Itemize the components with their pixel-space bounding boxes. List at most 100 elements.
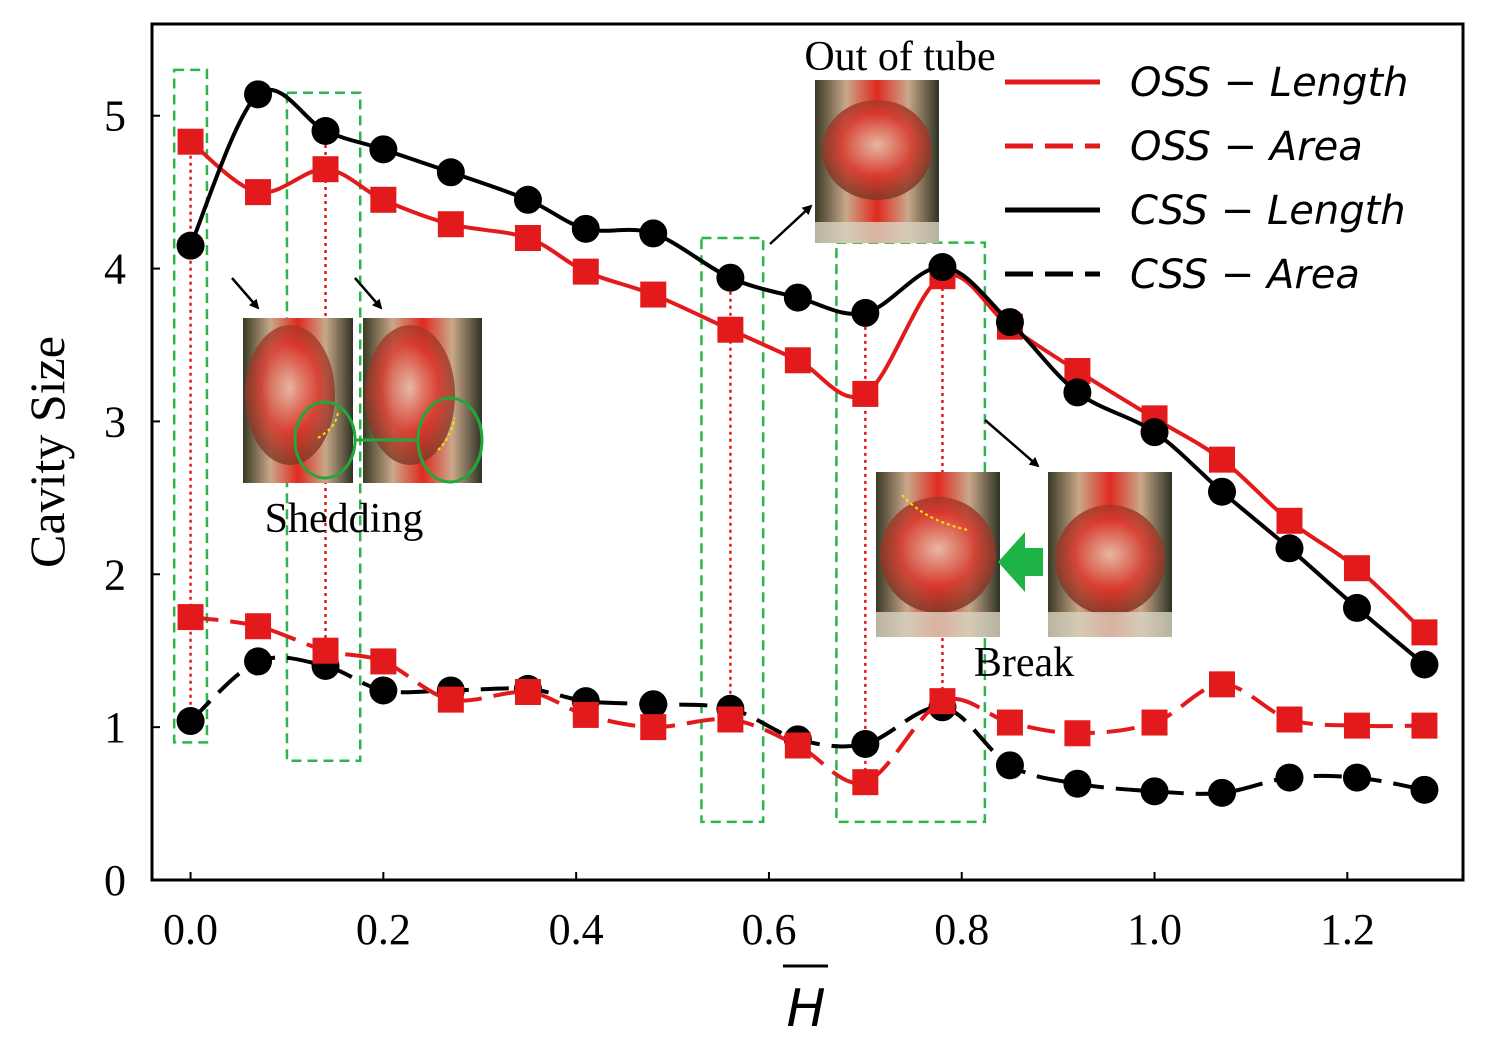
y-tick-label-0: 0 — [104, 856, 126, 905]
point-s3-13 — [1063, 769, 1092, 798]
x-tick-label-5: 1.0 — [1127, 905, 1182, 954]
point-s1-5 — [514, 678, 541, 705]
point-s0-17 — [1343, 555, 1370, 582]
point-s1-7 — [640, 714, 667, 741]
point-s2-13 — [1063, 378, 1092, 407]
y-tick-label-1: 1 — [104, 703, 126, 752]
point-s3-12 — [995, 751, 1024, 780]
point-s0-9 — [784, 347, 811, 374]
point-s3-16 — [1275, 763, 1304, 792]
point-s1-4 — [437, 686, 464, 713]
point-s3-10 — [851, 729, 880, 758]
point-s2-4 — [436, 158, 465, 187]
x-tick-label-2: 0.4 — [549, 905, 604, 954]
arrow-break — [984, 419, 1040, 468]
x-tick-label-6: 1.2 — [1320, 905, 1375, 954]
series-line-3 — [189, 655, 1425, 796]
point-s0-3 — [370, 186, 397, 213]
point-s3-1 — [244, 647, 273, 676]
arrow-out-of-tube — [769, 204, 813, 245]
point-s2-17 — [1342, 593, 1371, 622]
annotation-out-of-tube: Out of tube — [804, 34, 995, 80]
point-s1-17 — [1343, 712, 1370, 739]
x-tick-label-3: 0.6 — [741, 905, 796, 954]
inset-photo-break-1 — [876, 472, 1000, 637]
point-s1-10 — [852, 769, 879, 796]
legend-label-2: CSS − Length — [1130, 188, 1406, 234]
inset-photo-break-2 — [1048, 472, 1172, 637]
legend-label-3: CSS − Area — [1130, 252, 1360, 298]
x-axis-label: H — [786, 979, 825, 1039]
point-s3-0 — [176, 707, 205, 736]
x-tick-label-4: 0.8 — [934, 905, 989, 954]
point-s0-15 — [1209, 446, 1236, 473]
point-s3-18 — [1410, 775, 1439, 804]
legend-label-1: OSS − Area — [1130, 124, 1363, 170]
point-s2-3 — [369, 135, 398, 164]
green-arrow-icon — [998, 532, 1043, 592]
point-s1-16 — [1276, 706, 1303, 733]
y-axis-label: Cavity Size — [19, 336, 75, 568]
point-s2-0 — [176, 231, 205, 260]
point-s0-16 — [1276, 507, 1303, 534]
annotation-break: Break — [974, 640, 1074, 686]
point-s0-18 — [1411, 619, 1438, 646]
point-s1-9 — [784, 732, 811, 759]
point-s0-4 — [437, 211, 464, 238]
legend: OSS − Length OSS − Area CSS − Length CSS − … — [1005, 60, 1408, 298]
point-s3-17 — [1342, 763, 1371, 792]
series-0 — [177, 128, 1438, 646]
point-s3-14 — [1140, 777, 1169, 806]
y-tick-label-3: 3 — [104, 397, 126, 446]
point-s0-2 — [312, 156, 339, 183]
arrow-shedding-1 — [231, 277, 260, 310]
point-s2-1 — [244, 80, 273, 109]
point-s2-11 — [928, 253, 957, 282]
point-s0-1 — [245, 179, 272, 206]
point-s0-6 — [572, 258, 599, 285]
series — [176, 80, 1439, 807]
point-s3-7 — [639, 690, 668, 719]
arrow-shedding-2 — [354, 277, 383, 310]
legend-label-0: OSS − Length — [1130, 60, 1408, 106]
series-3 — [176, 647, 1439, 807]
point-s3-15 — [1208, 778, 1237, 807]
inset-photo-out-of-tube — [815, 80, 939, 243]
axis-ticks: 0.0 0.2 0.4 0.6 0.8 1.0 1.2 0 1 2 3 4 5 — [104, 92, 1375, 954]
point-s1-2 — [312, 637, 339, 664]
point-s1-8 — [717, 706, 744, 733]
y-tick-label-4: 4 — [104, 245, 126, 294]
highlight-box-0 — [172, 68, 209, 744]
point-s2-14 — [1140, 418, 1169, 447]
point-s1-1 — [245, 613, 272, 640]
highlight-box-1 — [285, 91, 362, 763]
point-s1-0 — [177, 604, 204, 631]
point-s2-7 — [639, 219, 668, 248]
point-s2-18 — [1410, 650, 1439, 679]
point-s1-14 — [1141, 709, 1168, 736]
highlight-box-2 — [700, 236, 765, 824]
point-s0-8 — [717, 316, 744, 343]
point-s3-3 — [369, 676, 398, 705]
inset-photo-shedding-1 — [243, 318, 357, 483]
point-s0-0 — [177, 128, 204, 155]
point-s2-5 — [513, 185, 542, 214]
point-s2-16 — [1275, 534, 1304, 563]
point-s1-12 — [996, 709, 1023, 736]
point-s2-10 — [851, 298, 880, 327]
point-s0-10 — [852, 380, 879, 407]
point-s2-6 — [571, 214, 600, 243]
point-s1-6 — [572, 701, 599, 728]
point-s1-15 — [1209, 671, 1236, 698]
point-s1-18 — [1411, 712, 1438, 739]
series-1 — [177, 604, 1438, 796]
point-s2-2 — [311, 117, 340, 145]
point-s0-5 — [514, 225, 541, 251]
plot-frame — [150, 22, 1465, 882]
y-tick-label-5: 5 — [104, 92, 126, 141]
series-2 — [176, 80, 1439, 679]
point-s0-7 — [640, 281, 667, 308]
point-s2-9 — [783, 283, 812, 312]
x-tick-label-1: 0.2 — [356, 905, 411, 954]
